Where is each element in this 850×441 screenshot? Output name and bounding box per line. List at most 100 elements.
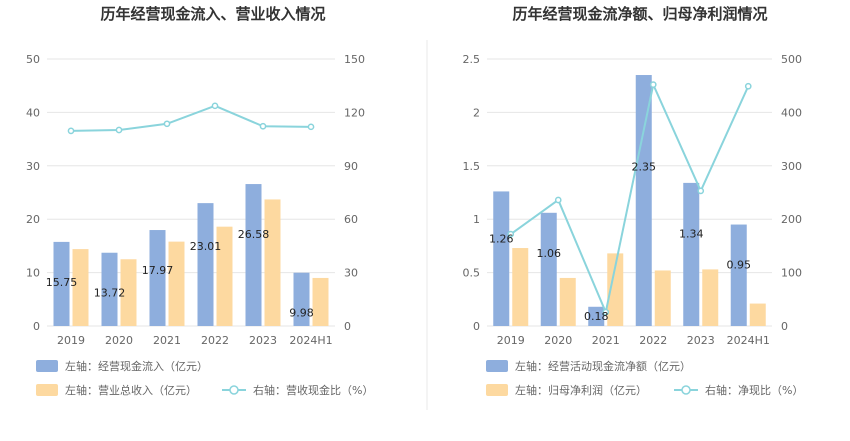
line-point — [115, 126, 123, 134]
bar-secondary — [120, 259, 137, 326]
left-tick-label: 10 — [26, 267, 40, 280]
legend-label-line: 右轴：营收现金比（%） — [253, 383, 373, 397]
right-tick-label: 60 — [344, 213, 358, 226]
series-line — [510, 81, 750, 316]
line-point — [602, 308, 610, 316]
bar-primary — [101, 252, 118, 326]
legend-swatch-secondary — [36, 384, 58, 396]
right-tick-label: 100 — [781, 267, 802, 280]
left-tick-label: 1.5 — [463, 160, 481, 173]
bar-primary — [493, 191, 510, 326]
bar-secondary — [216, 226, 233, 326]
left-axis-ticks: 0 10 20 30 40 50 — [26, 53, 40, 333]
bar-secondary — [264, 199, 281, 326]
line-point — [697, 187, 705, 195]
legend-swatch-primary — [486, 360, 508, 372]
line-point — [67, 127, 75, 135]
left-tick-label: 1 — [473, 213, 480, 226]
bar-primary — [53, 241, 70, 326]
right-tick-label: 500 — [781, 53, 802, 66]
line-point — [507, 230, 515, 238]
legend-label-secondary: 左轴：营业总收入（亿元） — [65, 383, 197, 397]
x-tick-label: 2021 — [592, 334, 620, 347]
x-tick-label: 2020 — [544, 334, 572, 347]
right-tick-label: 400 — [781, 106, 802, 119]
bar-secondary — [654, 270, 671, 326]
bar-primary — [588, 306, 605, 326]
x-tick-label: 2024H1 — [727, 334, 770, 347]
legend-line-marker — [681, 385, 691, 395]
x-tick-label: 2022 — [201, 334, 229, 347]
data-label: 13.72 — [94, 287, 126, 300]
legend: 左轴：经营现金流入（亿元） 左轴：营业总收入（亿元） 右轴：营收现金比（%） — [36, 359, 373, 397]
data-label: 0.18 — [584, 310, 609, 323]
left-tick-label: 30 — [26, 160, 40, 173]
right-tick-label: 30 — [344, 267, 358, 280]
chart-title: 历年经营现金流入、营业收入情况 — [100, 5, 325, 23]
chart-title: 历年经营现金流净额、归母净利润情况 — [512, 5, 767, 23]
line-point — [649, 81, 657, 88]
bar-secondary — [559, 277, 576, 326]
data-labels: 15.75 13.72 17.97 23.01 26.58 9.98 — [46, 228, 314, 320]
grid-lines — [487, 58, 772, 327]
right-tick-label: 90 — [344, 160, 358, 173]
right-tick-label: 200 — [781, 213, 802, 226]
data-label: 15.75 — [46, 276, 78, 289]
line-point — [259, 122, 267, 130]
left-tick-label: 2.5 — [463, 53, 481, 66]
x-tick-label: 2019 — [497, 334, 525, 347]
bar-secondary — [72, 249, 89, 326]
bar-marks — [53, 184, 329, 326]
line-point — [744, 82, 752, 90]
series-line — [70, 104, 312, 132]
data-label: 0.95 — [727, 259, 752, 272]
right-axis-ticks: 0 100 200 300 400 500 — [781, 53, 802, 333]
legend-label-primary: 左轴：经营现金流入（亿元） — [65, 359, 208, 373]
right-tick-label: 0 — [781, 320, 788, 333]
x-tick-label: 2019 — [57, 334, 85, 347]
bar-secondary — [749, 303, 766, 326]
bar-secondary — [512, 248, 529, 326]
data-labels: 1.26 1.06 0.18 2.35 1.34 0.95 — [489, 160, 751, 323]
legend: 左轴：经营活动现金流净额（亿元） 左轴：归母净利润（亿元） 右轴：净现比（%） — [486, 359, 803, 397]
right-tick-label: 120 — [344, 106, 365, 119]
x-tick-label: 2023 — [687, 334, 715, 347]
x-axis-ticks: 2019 2020 2021 2022 2023 2024H1 — [497, 334, 770, 347]
bar-secondary — [702, 269, 719, 326]
bar-primary — [293, 272, 310, 326]
left-axis-ticks: 0 0.5 1 1.5 2 2.5 — [463, 53, 481, 333]
right-tick-label: 300 — [781, 160, 802, 173]
data-label: 17.97 — [142, 264, 174, 277]
bar-secondary — [607, 253, 624, 326]
data-label: 23.01 — [190, 240, 222, 253]
line-point — [163, 120, 171, 128]
bar-primary — [730, 224, 747, 326]
panel-net-cash-profit: 历年经营现金流净额、归母净利润情况 0 0.5 1 1.5 2 2.5 0 100 200 30… — [463, 5, 804, 397]
x-axis-ticks: 2019 2020 2021 2022 2023 2024H1 — [57, 334, 333, 347]
x-tick-label: 2022 — [639, 334, 667, 347]
right-tick-label: 0 — [344, 320, 351, 333]
legend-swatch-primary — [36, 360, 58, 372]
bar-primary — [197, 203, 214, 326]
grid-lines — [47, 58, 335, 327]
right-tick-label: 150 — [344, 53, 365, 66]
line-series — [67, 102, 315, 135]
legend-swatch-secondary — [486, 384, 508, 396]
x-tick-label: 2021 — [153, 334, 181, 347]
bar-marks — [493, 75, 766, 327]
bar-primary — [245, 184, 262, 326]
bar-primary — [635, 75, 652, 327]
left-tick-label: 20 — [26, 213, 40, 226]
line-point — [307, 123, 315, 131]
left-tick-label: 0 — [473, 320, 480, 333]
bar-primary — [149, 230, 166, 326]
legend-line-marker — [229, 385, 239, 395]
x-tick-label: 2020 — [105, 334, 133, 347]
left-tick-label: 50 — [26, 53, 40, 66]
left-tick-label: 40 — [26, 106, 40, 119]
data-label: 1.06 — [537, 247, 562, 260]
bar-primary — [683, 182, 700, 326]
legend-label-primary: 左轴：经营活动现金流净额（亿元） — [515, 359, 691, 373]
bar-secondary — [168, 241, 185, 326]
